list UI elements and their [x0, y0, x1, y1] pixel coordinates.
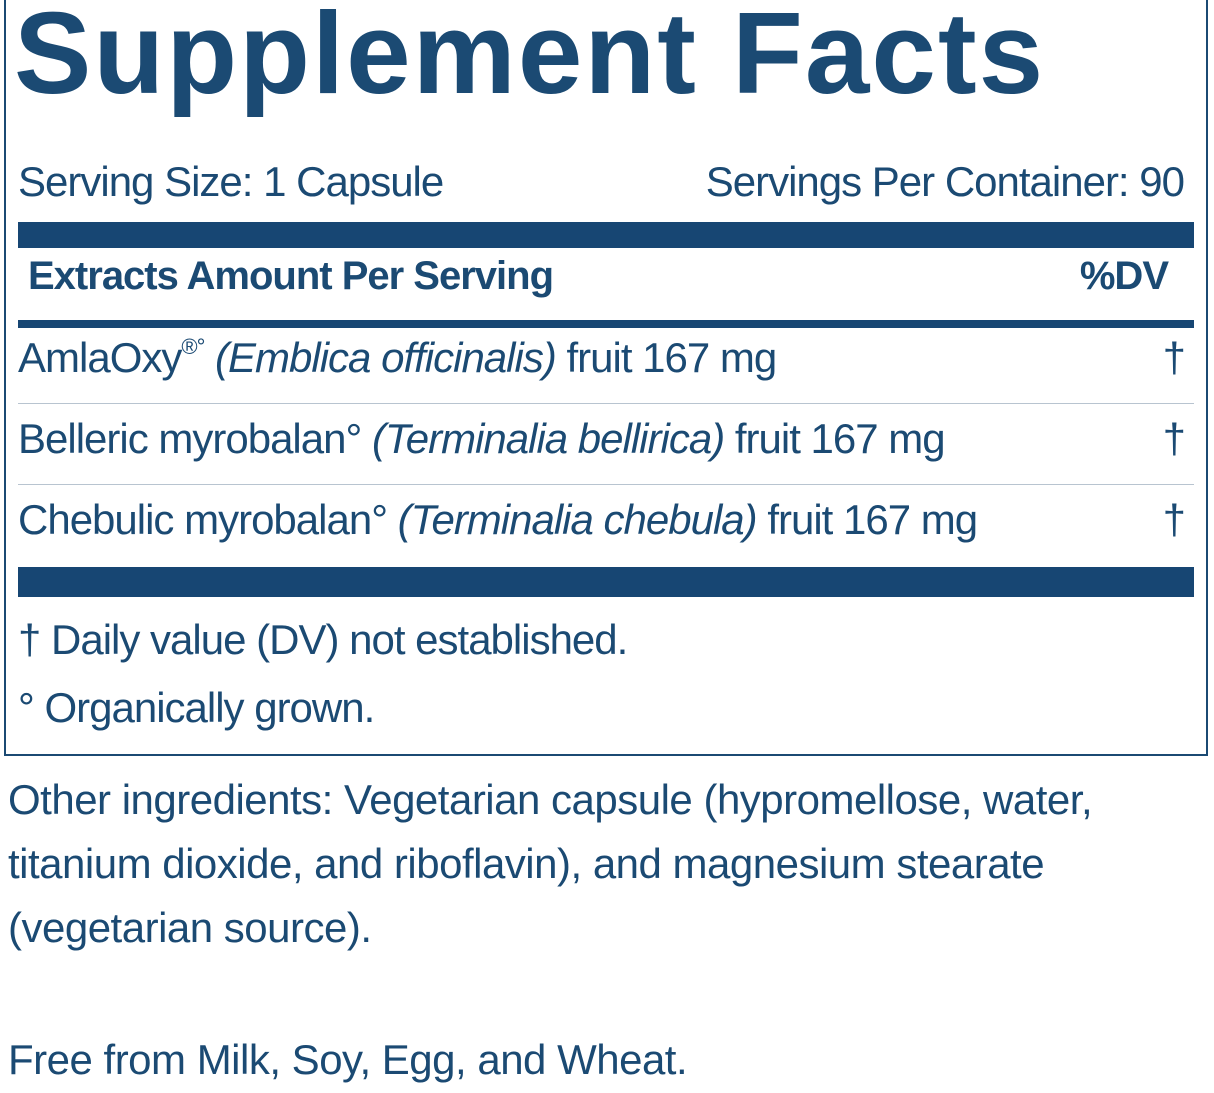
other-ingredients-line: titanium dioxide, and riboflavin), and m…: [8, 840, 1045, 887]
ingredient-name: Belleric myrobalan°: [18, 415, 362, 462]
ingredient-latin: (Terminalia chebula): [397, 496, 758, 543]
ingredient-latin: (Terminalia bellirica): [371, 415, 725, 462]
header-right: %DV: [1079, 254, 1169, 298]
row-separator: [18, 403, 1194, 404]
ingredient-dv: †: [1162, 415, 1186, 462]
free-from: Free from Milk, Soy, Egg, and Wheat.: [8, 1036, 688, 1083]
ingredient-name: Chebulic myrobalan°: [18, 496, 388, 543]
servings-per-container: Servings Per Container: 90: [705, 158, 1185, 205]
ingredient-name: AmlaOxy: [18, 334, 182, 381]
ingredient-dv: †: [1162, 496, 1186, 543]
ingredient-row: Belleric myrobalan° (Terminalia belliric…: [18, 415, 946, 463]
other-ingredients-line: Other ingredients: Vegetarian capsule (h…: [8, 776, 1093, 823]
ingredient-row: Chebulic myrobalan° (Terminalia chebula)…: [18, 496, 978, 544]
ingredient-dv: †: [1162, 334, 1186, 381]
ingredient-row: AmlaOxy®° (Emblica officinalis) fruit 16…: [18, 334, 777, 382]
serving-size: Serving Size: 1 Capsule: [18, 158, 444, 205]
ingredient-latin: (Emblica officinalis): [215, 334, 557, 381]
header-left: Extracts Amount Per Serving: [28, 254, 554, 298]
ingredient-amount: fruit 167 mg: [734, 415, 946, 462]
footnote: ° Organically grown.: [18, 684, 375, 731]
ingredient-amount: fruit 167 mg: [767, 496, 978, 543]
other-ingredients-line: (vegetarian source).: [8, 904, 372, 951]
title: Supplement Facts: [14, 0, 1046, 118]
row-separator: [18, 484, 1194, 485]
medium-bar: [18, 320, 1194, 328]
facts-box: [4, 0, 1208, 756]
thick-bar: [18, 567, 1194, 597]
ingredient-amount: fruit 167 mg: [566, 334, 777, 381]
footnote: † Daily value (DV) not established.: [18, 616, 628, 663]
ingredient-mark: ®°: [181, 334, 205, 359]
thick-bar: [18, 222, 1194, 248]
